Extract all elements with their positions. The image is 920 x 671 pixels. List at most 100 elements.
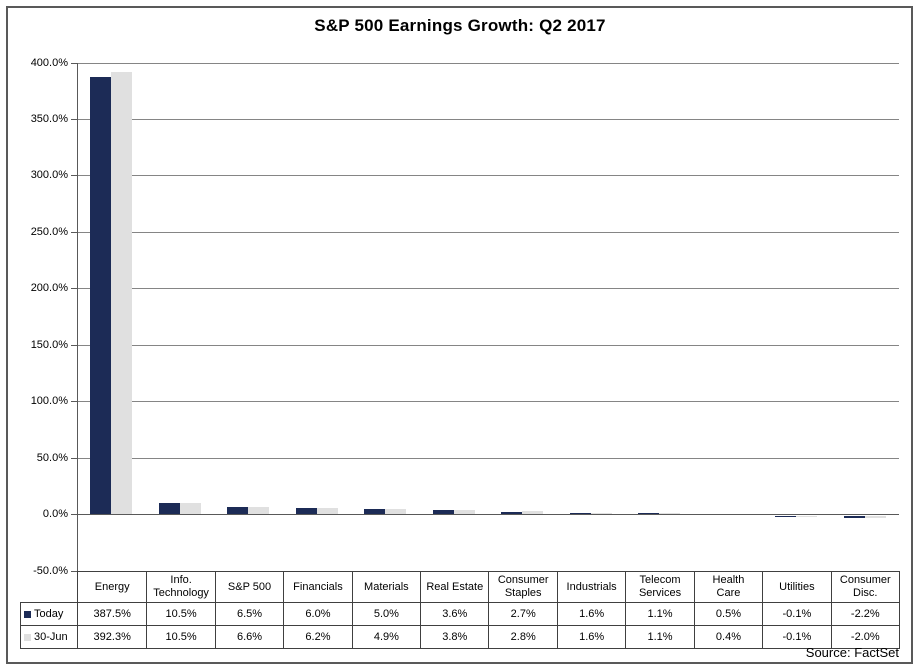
bar-today-materials [364, 508, 386, 515]
bar-30-jun-consumer-staples [522, 511, 544, 515]
cell-today-consumer-staples: 2.7% [488, 602, 557, 625]
bar-today-utilities [775, 515, 797, 517]
data-table: Energy Info. Technology S&P 500 Financials M… [77, 571, 900, 649]
y-axis-tick-300-0 [71, 175, 77, 176]
gridline-100-0 [77, 401, 899, 402]
cell-30-jun-financials: 6.2% [283, 625, 352, 648]
bar-30-jun-financials [316, 507, 338, 515]
bar-30-jun-industrials [590, 512, 612, 515]
column-header-consumer-disc: Consumer Disc. [830, 572, 899, 602]
cell-today-materials: 5.0% [351, 602, 421, 625]
cell-30-jun-info-technology: 10.5% [146, 625, 215, 648]
cell-today-energy: 387.5% [78, 602, 147, 625]
cell-today-telecom-services: 1.1% [625, 602, 694, 625]
bar-30-jun-real-estate [453, 510, 475, 515]
y-axis-tick-50-0 [71, 458, 77, 459]
column-header-telecom-services: Telecom Services [625, 572, 693, 602]
y-axis-tick-50-0 [71, 571, 77, 572]
cell-30-jun-consumer-disc: -2.0% [830, 625, 899, 648]
chart-frame [6, 6, 913, 664]
y-axis-label-0-0: 0.0% [42, 508, 68, 520]
bar-30-jun-utilities [796, 515, 818, 517]
gridline-400-0 [77, 63, 899, 64]
cell-today-s-p-500: 6.5% [214, 602, 284, 625]
cell-30-jun-s-p-500: 6.6% [214, 625, 284, 648]
gridline-300-0 [77, 175, 899, 176]
cell-today-health-care: 0.5% [693, 602, 763, 625]
column-header-industrials: Industrials [556, 572, 625, 602]
column-header-health-care: Health Care [693, 572, 762, 602]
legend-marker-30-jun [24, 633, 31, 641]
column-header-materials: Materials [351, 572, 420, 602]
legend: Today 30-Jun [20, 602, 78, 649]
bar-today-industrials [569, 512, 591, 515]
cell-today-consumer-disc: -2.2% [830, 602, 899, 625]
legend-row-30-jun: 30-Jun [21, 625, 77, 648]
y-axis-tick-350-0 [71, 119, 77, 120]
cell-30-jun-industrials: 1.6% [556, 625, 626, 648]
y-axis-tick-0-0 [71, 514, 77, 515]
legend-label-30-jun: 30-Jun [34, 631, 68, 643]
y-axis-label-250-0: 250.0% [30, 226, 68, 238]
bar-today-financials [295, 507, 317, 515]
y-axis-tick-400-0 [71, 63, 77, 64]
legend-label-today: Today [34, 608, 64, 620]
bar-30-jun-info-technology [179, 502, 201, 515]
bar-today-s-p-500 [227, 507, 249, 515]
column-header-energy: Energy [94, 580, 130, 593]
bar-30-jun-materials [385, 509, 407, 515]
column-header-info-technology: Info. Technology [146, 572, 214, 602]
y-axis-tick-100-0 [71, 401, 77, 402]
y-axis-label-50-0: 50.0% [36, 452, 68, 464]
bar-today-consumer-staples [501, 511, 523, 515]
y-axis-tick-150-0 [71, 345, 77, 346]
column-header-consumer-staples: Consumer Staples [488, 572, 556, 602]
cell-today-info-technology: 10.5% [146, 602, 215, 625]
bar-today-telecom-services [638, 513, 660, 515]
cell-30-jun-materials: 4.9% [351, 625, 421, 648]
column-header-real-estate: Real Estate [420, 572, 488, 602]
gridline-50-0 [77, 458, 899, 459]
legend-marker-today [24, 610, 31, 618]
cell-30-jun-energy: 392.3% [78, 625, 147, 648]
legend-row-today: Today [21, 603, 77, 625]
column-header-s-p-500: S&P 500 [214, 572, 283, 602]
y-axis-label-400-0: 400.0% [30, 57, 68, 69]
cell-30-jun-health-care: 0.4% [693, 625, 763, 648]
y-axis-label-50-0: -50.0% [33, 565, 68, 577]
gridline-250-0 [77, 232, 899, 233]
cell-30-jun-consumer-staples: 2.8% [488, 625, 557, 648]
cell-30-jun-utilities: -0.1% [762, 625, 831, 648]
bar-30-jun-telecom-services [659, 513, 681, 515]
y-axis-tick-250-0 [71, 232, 77, 233]
y-axis-label-200-0: 200.0% [30, 282, 68, 294]
cell-30-jun-real-estate: 3.8% [420, 625, 489, 648]
cell-30-jun-telecom-services: 1.1% [625, 625, 694, 648]
y-axis-label-300-0: 300.0% [30, 169, 68, 181]
cell-today-industrials: 1.6% [556, 602, 626, 625]
y-axis-tick-200-0 [71, 288, 77, 289]
bar-30-jun-s-p-500 [248, 507, 270, 515]
gridline-350-0 [77, 119, 899, 120]
bar-30-jun-energy [111, 71, 133, 515]
bar-today-info-technology [158, 502, 180, 515]
y-axis-label-100-0: 100.0% [30, 395, 68, 407]
bar-today-energy [90, 77, 112, 515]
gridline-200-0 [77, 288, 899, 289]
bar-30-jun-consumer-disc [864, 515, 886, 518]
value-axis-line [77, 63, 78, 572]
source-note: Source: FactSet [805, 645, 899, 660]
column-header-utilities: Utilities [762, 572, 830, 602]
y-axis-label-350-0: 350.0% [30, 113, 68, 125]
gridline-150-0 [77, 345, 899, 346]
cell-today-real-estate: 3.6% [420, 602, 489, 625]
plot-area [77, 63, 899, 571]
cell-today-financials: 6.0% [283, 602, 352, 625]
bar-today-consumer-disc [843, 515, 865, 519]
y-axis-label-150-0: 150.0% [30, 339, 68, 351]
chart-title: S&P 500 Earnings Growth: Q2 2017 [314, 16, 606, 35]
column-header-financials: Financials [283, 572, 351, 602]
cell-today-utilities: -0.1% [762, 602, 831, 625]
category-axis-zero-line [77, 514, 899, 515]
